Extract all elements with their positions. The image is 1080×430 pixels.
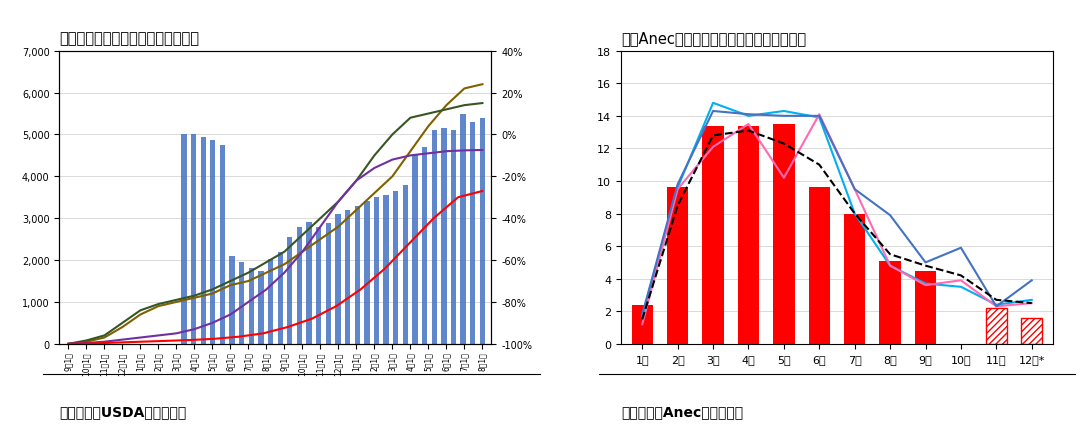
近五年均值 [955, 273, 968, 278]
2021 [706, 101, 719, 106]
2022 [778, 176, 791, 181]
近五年均值 [671, 203, 684, 209]
近五年均值 [919, 264, 932, 269]
2022 [1025, 301, 1038, 306]
Bar [239, 263, 244, 344]
2023 [1025, 278, 1038, 283]
Bar [278, 252, 283, 344]
Bar [422, 147, 428, 344]
2021 [671, 185, 684, 190]
Bar [480, 118, 485, 344]
Bar [986, 308, 1007, 344]
Bar [460, 114, 465, 344]
Bar [335, 215, 340, 344]
Text: 数据来源：Anec，国富期货: 数据来源：Anec，国富期货 [621, 404, 743, 418]
2023 [990, 304, 1003, 309]
2022 [706, 145, 719, 150]
Bar [773, 125, 795, 344]
Bar [248, 268, 254, 344]
2021 [1025, 298, 1038, 303]
Bar [220, 146, 225, 344]
Bar [879, 261, 901, 344]
Bar [383, 195, 389, 344]
2021 [848, 212, 861, 217]
Bar [326, 224, 330, 344]
Bar [258, 271, 264, 344]
Text: 数据来源：USDA，国富期货: 数据来源：USDA，国富期货 [59, 404, 187, 418]
Line: 2023: 2023 [643, 112, 1031, 315]
Bar [287, 237, 293, 344]
Bar [442, 129, 446, 344]
2022 [636, 322, 649, 327]
Bar [845, 214, 865, 344]
Bar [268, 260, 273, 344]
Bar [470, 123, 475, 344]
近五年均值 [778, 141, 791, 147]
近五年均值 [990, 298, 1003, 303]
Line: 2021: 2021 [643, 104, 1031, 316]
2021 [883, 264, 896, 269]
2023 [955, 246, 968, 251]
2022 [990, 304, 1003, 309]
近五年均值 [742, 129, 755, 134]
2022 [848, 187, 861, 192]
近五年均值 [706, 133, 719, 138]
2022 [883, 264, 896, 269]
Bar [393, 191, 399, 344]
2023 [919, 260, 932, 265]
Bar [915, 271, 936, 344]
2023 [671, 182, 684, 187]
Bar [809, 188, 829, 344]
Bar [181, 135, 187, 344]
2023 [813, 114, 826, 119]
近五年均值 [848, 212, 861, 217]
Line: 近五年均值: 近五年均值 [643, 131, 1031, 319]
近五年均值 [813, 163, 826, 168]
2023 [742, 112, 755, 117]
2023 [636, 312, 649, 317]
2021 [813, 116, 826, 121]
2021 [742, 114, 755, 119]
Bar [354, 206, 360, 344]
Line: 2022: 2022 [643, 115, 1031, 325]
2021 [636, 314, 649, 319]
2022 [813, 112, 826, 117]
Bar [374, 198, 379, 344]
Bar [316, 227, 322, 344]
2021 [778, 109, 791, 114]
Text: 图：美豆周度累计出口销售（万吨）: 图：美豆周度累计出口销售（万吨） [59, 31, 200, 46]
2023 [778, 114, 791, 119]
Bar [297, 227, 302, 344]
Bar [191, 135, 197, 344]
Bar [632, 305, 653, 344]
2023 [883, 213, 896, 218]
2022 [742, 122, 755, 127]
Bar [364, 202, 369, 344]
近五年均值 [883, 252, 896, 257]
2022 [671, 187, 684, 192]
Bar [413, 156, 418, 344]
Text: 图：Anec公布巴西大豆月度出口（百万吨）: 图：Anec公布巴西大豆月度出口（百万吨） [621, 31, 806, 46]
2021 [955, 285, 968, 290]
Bar [738, 126, 759, 344]
Bar [229, 256, 234, 344]
2022 [955, 278, 968, 283]
Bar [667, 188, 688, 344]
2021 [990, 302, 1003, 307]
近五年均值 [1025, 301, 1038, 306]
Bar [1021, 318, 1042, 344]
Bar [432, 131, 437, 344]
2022 [919, 283, 932, 288]
近五年均值 [636, 317, 649, 322]
Bar [702, 126, 724, 344]
Bar [403, 185, 408, 344]
Bar [201, 137, 206, 344]
Bar [307, 223, 312, 344]
Bar [450, 131, 456, 344]
2023 [706, 109, 719, 114]
2021 [919, 281, 932, 286]
Bar [345, 210, 350, 344]
2023 [848, 187, 861, 192]
Bar [211, 140, 216, 344]
